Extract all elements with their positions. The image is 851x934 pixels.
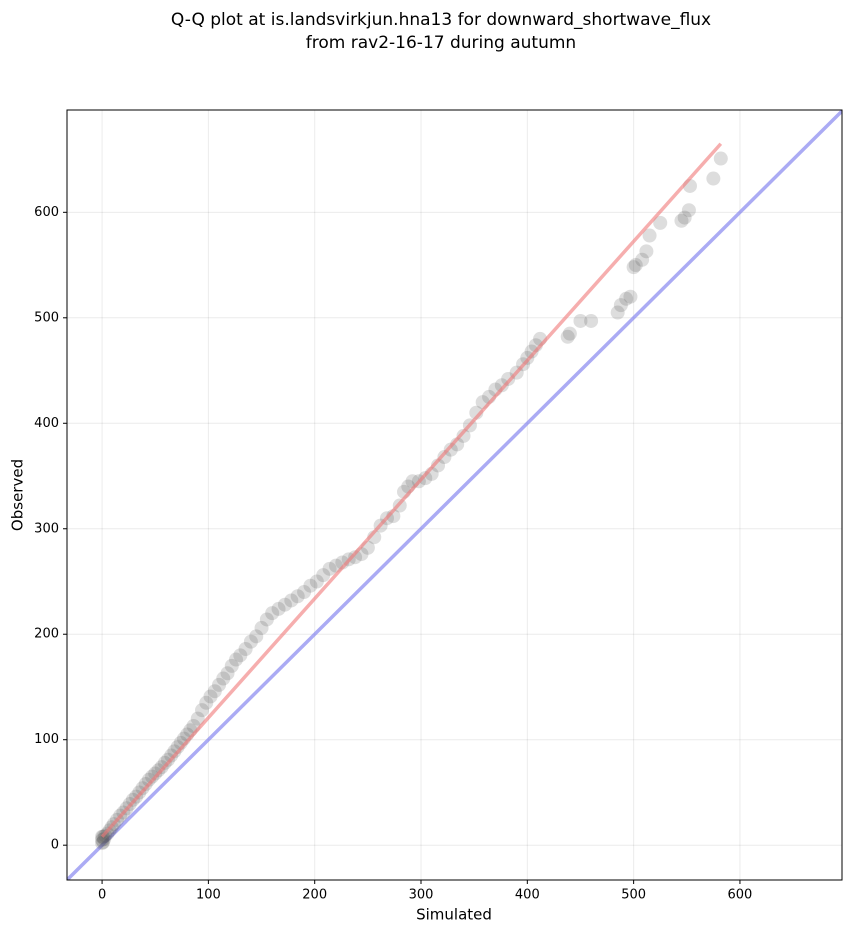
plot-frame <box>66 109 843 881</box>
y-tick-label: 300 <box>34 521 59 536</box>
point <box>626 260 641 275</box>
y-tick-label: 200 <box>34 627 59 642</box>
point <box>212 677 227 692</box>
point <box>674 213 689 228</box>
y-tick-label: 400 <box>34 416 59 431</box>
point <box>681 203 696 218</box>
point <box>303 578 318 593</box>
point <box>297 585 312 600</box>
y-tick-label: 0 <box>51 838 59 853</box>
point <box>271 601 286 616</box>
point <box>97 831 112 846</box>
fit-line <box>100 142 723 838</box>
point <box>628 258 643 273</box>
point <box>284 593 299 608</box>
point <box>653 215 668 230</box>
point <box>610 305 625 320</box>
chart-title: from rav2-16-17 during autumn <box>306 33 576 53</box>
x-tick-label: 400 <box>515 888 540 903</box>
point <box>151 763 166 778</box>
point <box>164 748 179 763</box>
point <box>277 597 292 612</box>
chart-title: Q-Q plot at is.landsvirkjun.hna13 for do… <box>171 10 711 30</box>
y-tick-label: 600 <box>34 205 59 220</box>
y-tick-label: 500 <box>34 310 59 325</box>
point <box>418 471 433 486</box>
reference-line <box>67 110 842 880</box>
point <box>96 835 111 850</box>
point <box>348 550 363 565</box>
point <box>290 589 305 604</box>
point <box>195 703 210 718</box>
x-axis-label: Simulated <box>416 906 492 924</box>
point <box>138 777 153 792</box>
x-tick-label: 500 <box>621 888 646 903</box>
point <box>619 291 634 306</box>
point <box>157 755 172 770</box>
point <box>141 772 156 787</box>
point <box>706 171 721 186</box>
point <box>443 442 458 457</box>
point <box>148 766 163 781</box>
point <box>160 752 175 767</box>
point <box>238 642 253 656</box>
plot-area <box>67 110 842 880</box>
x-tick-label: 100 <box>196 888 221 903</box>
x-tick-label: 600 <box>728 888 753 903</box>
point <box>243 634 258 649</box>
point <box>203 689 218 704</box>
x-tick-label: 200 <box>302 888 327 903</box>
point <box>254 620 269 635</box>
point <box>95 836 110 851</box>
point <box>456 428 471 443</box>
point <box>199 695 214 710</box>
point <box>224 658 239 673</box>
point <box>316 568 331 583</box>
point <box>207 684 222 699</box>
point <box>95 832 110 847</box>
point <box>639 244 654 259</box>
point <box>309 574 324 589</box>
x-tick-label: 0 <box>98 888 106 903</box>
point <box>613 298 628 313</box>
point <box>635 252 650 267</box>
x-tick-label: 300 <box>409 888 434 903</box>
point <box>190 711 205 726</box>
point <box>584 313 599 328</box>
point <box>713 151 728 166</box>
point <box>322 561 337 576</box>
y-tick-label: 100 <box>34 732 59 747</box>
point <box>494 378 509 393</box>
point <box>135 781 150 796</box>
point <box>216 671 231 686</box>
point <box>437 450 452 465</box>
point <box>167 744 182 759</box>
point <box>220 666 235 681</box>
point <box>562 326 577 341</box>
point <box>560 329 575 344</box>
point <box>233 648 248 663</box>
point <box>677 210 692 225</box>
y-axis-label: Observed <box>9 459 27 531</box>
point <box>229 652 244 667</box>
point <box>265 606 280 621</box>
point <box>573 313 588 328</box>
point <box>249 629 264 644</box>
point <box>524 344 539 359</box>
point <box>145 769 160 784</box>
point <box>259 612 274 627</box>
point <box>642 228 657 243</box>
point <box>623 289 638 304</box>
